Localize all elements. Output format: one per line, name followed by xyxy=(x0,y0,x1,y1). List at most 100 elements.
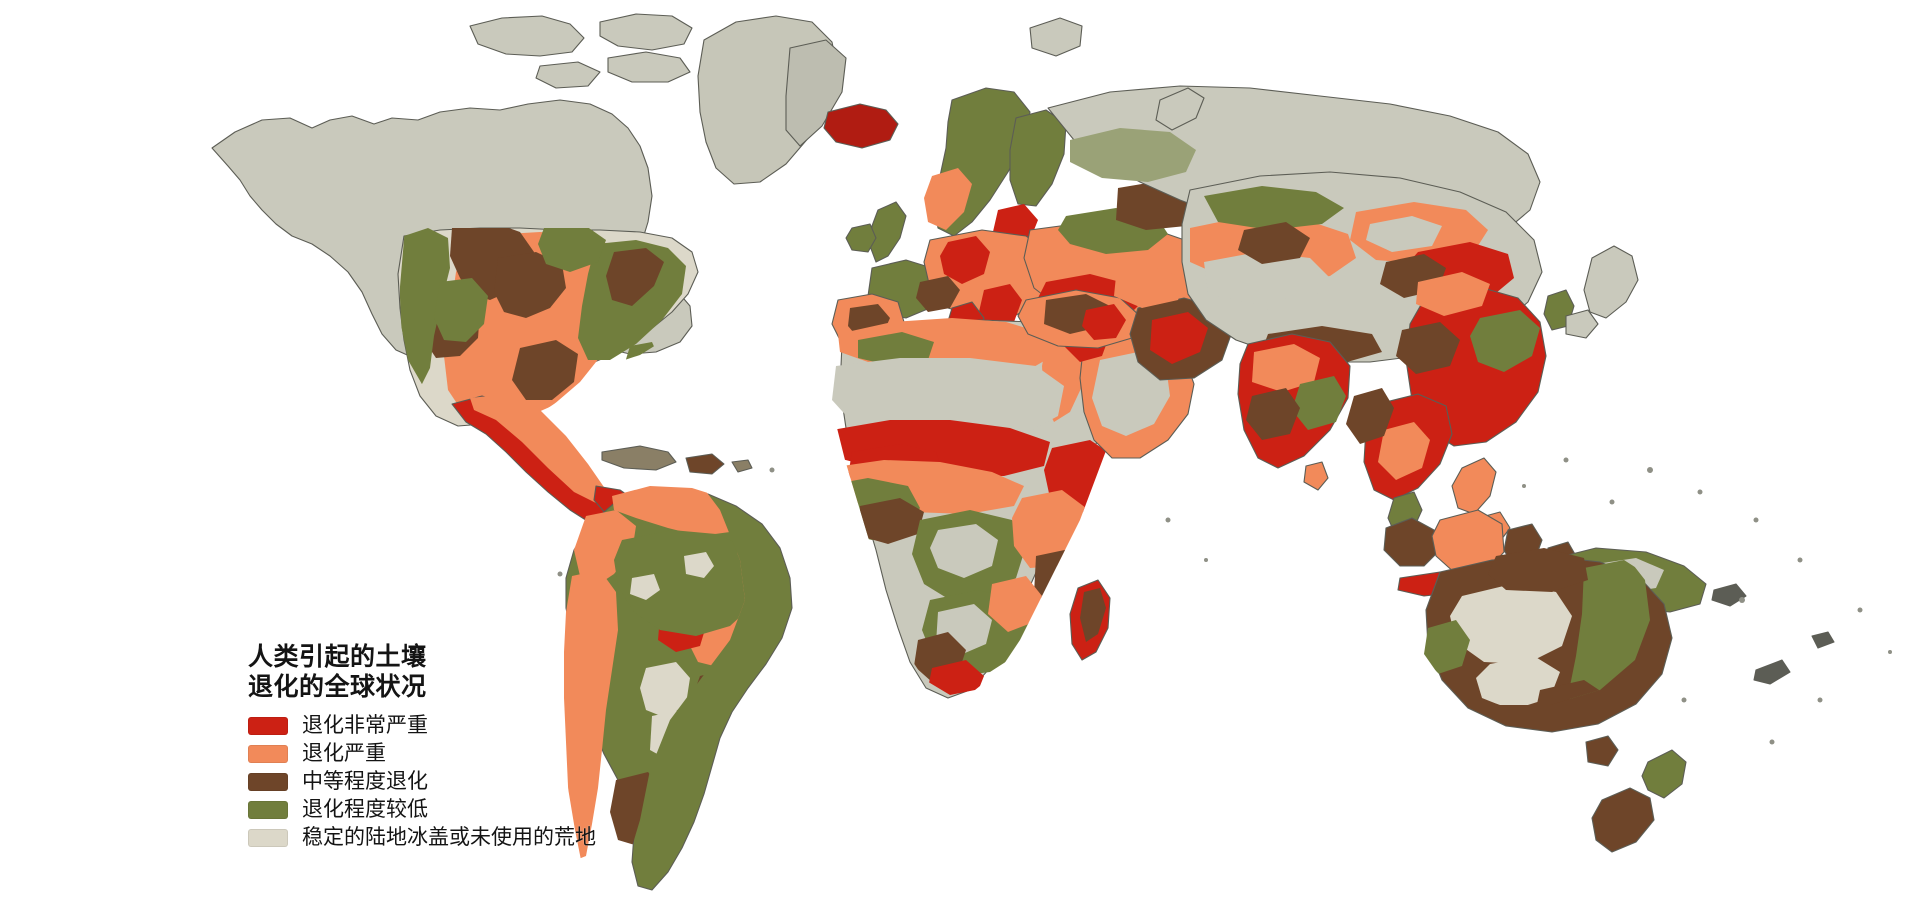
legend-item-low: 退化程度较低 xyxy=(248,798,596,822)
af-congo-stable xyxy=(930,524,998,578)
legend-label-stable: 稳定的陆地冰盖或未使用的荒地 xyxy=(302,826,596,849)
island-speck xyxy=(769,467,775,473)
sa-nw-orange xyxy=(574,510,636,586)
legend-label-severe: 退化严重 xyxy=(302,742,386,765)
sa-amazon-low xyxy=(614,530,745,636)
sa-interior-stable-1 xyxy=(684,552,714,578)
as-japan-south xyxy=(1565,309,1599,339)
island-speck xyxy=(1204,558,1208,562)
region-united-states xyxy=(397,227,753,537)
map-title-line2: 退化的全球状况 xyxy=(248,673,427,701)
map-legend: 人类引起的土壤 退化的全球状况 退化非常严重 退化严重 中等程度退化 退化程度较低… xyxy=(248,642,596,850)
legend-item-stable: 稳定的陆地冰盖或未使用的荒地 xyxy=(248,826,596,850)
island-speck xyxy=(1817,697,1823,703)
as-japan xyxy=(1583,245,1639,319)
legend-swatch-low xyxy=(248,801,288,819)
as-central-brown xyxy=(1238,222,1310,264)
legend-item-severe: 退化严重 xyxy=(248,742,596,766)
as-schina-brown xyxy=(1396,322,1460,374)
region-arctic-islands xyxy=(469,15,585,57)
eu-siberia-green xyxy=(1070,128,1196,182)
oc-fiji xyxy=(1811,631,1835,649)
island-speck xyxy=(1647,467,1653,473)
eu-novaya-zemlya xyxy=(1155,87,1205,131)
au-sw-green xyxy=(1424,620,1470,674)
island-speck xyxy=(1609,499,1615,505)
region-arctic-islands-2 xyxy=(599,13,693,51)
legend-label-very-severe: 退化非常严重 xyxy=(302,714,428,737)
island-speck xyxy=(1753,517,1759,523)
as-srilanka xyxy=(1303,461,1329,491)
landmass-layer xyxy=(211,13,1892,891)
me-anatolia-red xyxy=(1082,304,1126,340)
me-caucasus-orange xyxy=(1114,268,1186,308)
af-zambezi-orange xyxy=(988,576,1042,632)
region-africa xyxy=(828,318,1119,699)
as-india-green xyxy=(1292,376,1346,430)
map-title-line1: 人类引起的土壤 xyxy=(248,643,427,671)
region-mexico-orange xyxy=(470,394,606,504)
us-west-coast-light xyxy=(400,228,450,388)
sa-andes-orange xyxy=(564,570,618,860)
island-speck xyxy=(557,571,563,577)
legend-label-moderate: 中等程度退化 xyxy=(302,770,428,793)
region-middle-east xyxy=(1017,268,1233,459)
region-australia xyxy=(1424,548,1673,767)
sa-interior-stable-2 xyxy=(630,574,660,600)
sa-pantanal-stable xyxy=(640,662,690,718)
island-speck xyxy=(1888,650,1892,654)
as-philippines xyxy=(1451,457,1497,515)
island-speck xyxy=(1739,597,1745,603)
map-title: 人类引起的土壤 退化的全球状况 xyxy=(248,642,596,702)
as-echina-green xyxy=(1470,310,1540,372)
island-speck xyxy=(1522,484,1526,488)
sa-north-coast-orange xyxy=(612,486,744,536)
au-north-brown xyxy=(1488,548,1588,592)
au-se-brown xyxy=(1534,680,1608,705)
eu-balkans-red xyxy=(978,284,1022,330)
nz-south-island xyxy=(1591,787,1655,853)
af-sahara-stable xyxy=(832,358,1064,436)
region-greenland-east xyxy=(785,39,847,147)
legend-item-very-severe: 退化非常严重 xyxy=(248,714,596,738)
island-speck xyxy=(1563,457,1569,463)
oc-solomon-islands xyxy=(1711,583,1747,607)
as-indochina-orange xyxy=(1378,422,1430,480)
island-speck xyxy=(1697,489,1703,495)
legend-item-list: 退化非常严重 退化严重 中等程度退化 退化程度较低 稳定的陆地冰盖或未使用的荒地 xyxy=(248,714,596,850)
region-arctic-islands-3 xyxy=(607,51,691,83)
legend-swatch-moderate xyxy=(248,773,288,791)
au-east-green xyxy=(1568,560,1650,705)
region-hispaniola xyxy=(685,453,725,475)
scattered-islands xyxy=(557,457,1892,745)
region-arctic-islands-4 xyxy=(535,61,601,89)
legend-swatch-stable xyxy=(248,829,288,847)
island-speck xyxy=(1681,697,1687,703)
me-arabia-stable xyxy=(1092,352,1170,436)
legend-item-moderate: 中等程度退化 xyxy=(248,770,596,794)
us-texas-brown xyxy=(512,340,578,400)
island-speck xyxy=(1797,557,1803,563)
eu-ireland xyxy=(845,223,877,253)
as-kazakh-green xyxy=(1204,186,1344,230)
as-central-stable xyxy=(1204,252,1330,304)
island-speck xyxy=(1769,739,1775,745)
nz-north-island xyxy=(1641,749,1687,799)
au-interior-stable xyxy=(1450,584,1572,664)
eu-alps-brown xyxy=(916,276,960,312)
me-iran-red xyxy=(1150,312,1208,364)
island-speck xyxy=(1857,607,1863,613)
region-south-america xyxy=(564,486,793,891)
us-north-plains-green xyxy=(538,228,606,272)
as-sumatra xyxy=(1383,517,1441,567)
au-tasmania xyxy=(1585,735,1619,767)
eu-svalbard xyxy=(1029,17,1083,57)
island-speck xyxy=(1165,517,1171,523)
us-interior-brown-2 xyxy=(494,252,566,318)
legend-swatch-severe xyxy=(248,745,288,763)
us-great-basin-green xyxy=(434,278,488,342)
legend-swatch-very-severe xyxy=(248,717,288,735)
region-iceland xyxy=(823,103,899,149)
